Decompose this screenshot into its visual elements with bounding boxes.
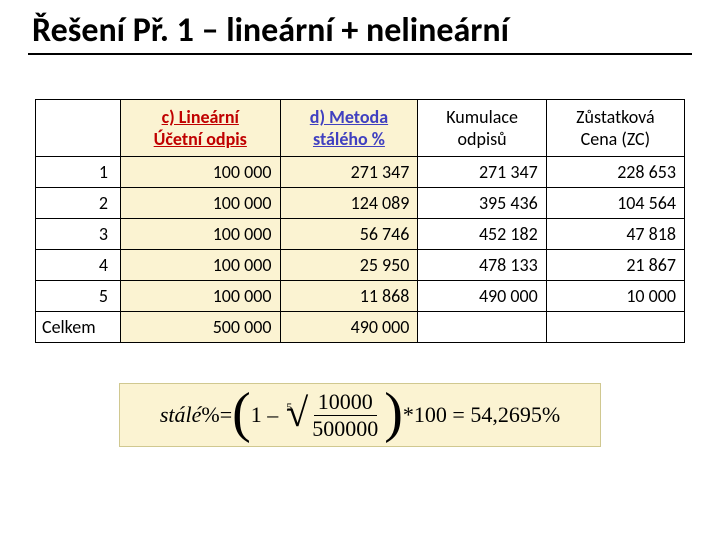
header-blank [36, 100, 121, 157]
page-title: Řešení Př. 1 – lineární + nelineární [28, 10, 692, 51]
header-linear-l2: Účetní odpis [154, 128, 247, 150]
cell-year: 5 [36, 281, 121, 312]
formula-pct2: % [542, 402, 560, 428]
cell-year: 4 [36, 250, 121, 281]
header-cumulation-l1: Kumulace [446, 106, 518, 128]
cell-cumulation: 452 182 [418, 219, 546, 250]
cell-method: 56 746 [280, 219, 418, 250]
formula-box: stálé % = ( 1 – 5 √ 10000 500000 ) *100 … [119, 383, 601, 447]
fraction-num: 10000 [314, 389, 377, 416]
table-body: 1100 000271 347271 347228 6532100 000124… [36, 157, 685, 343]
header-residual: Zůstatková Cena (ZC) [546, 100, 684, 157]
cell-residual: 47 818 [546, 219, 684, 250]
cell-residual: 104 564 [546, 188, 684, 219]
formula-rhs: *100 = 54,2695 [403, 402, 542, 428]
radical-icon: √ [286, 393, 308, 433]
cell-total-cumulation [418, 312, 546, 343]
cell-linear: 100 000 [121, 157, 281, 188]
cell-cumulation: 490 000 [418, 281, 546, 312]
cell-residual: 21 867 [546, 250, 684, 281]
header-cumulation-l2: odpisů [458, 128, 507, 150]
fraction-den: 500000 [308, 416, 382, 442]
table-total-row: Celkem500 000490 000 [36, 312, 685, 343]
cell-total-method: 490 000 [280, 312, 418, 343]
header-linear-l1: c) Lineární [162, 106, 239, 128]
table-header-row: c) Lineární Účetní odpis d) Metoda stálé… [36, 100, 685, 157]
header-method-l2: stálého % [313, 128, 385, 150]
cell-total-residual [546, 312, 684, 343]
paren-right-icon: ) [384, 385, 403, 441]
header-residual-l2: Cena (ZC) [581, 128, 650, 150]
cell-residual: 228 653 [546, 157, 684, 188]
cell-method: 25 950 [280, 250, 418, 281]
root-wrap: 5 √ 10000 500000 [280, 389, 382, 442]
depreciation-table: c) Lineární Účetní odpis d) Metoda stálé… [35, 99, 685, 343]
paren-left-icon: ( [232, 385, 251, 441]
header-method-l1: d) Metoda [310, 106, 388, 128]
header-cumulation: Kumulace odpisů [418, 100, 546, 157]
header-residual-l1: Zůstatková [576, 106, 655, 128]
formula-pct1: % [201, 402, 219, 428]
formula-lhs: stálé [160, 402, 202, 428]
cell-year: 1 [36, 157, 121, 188]
cell-cumulation: 271 347 [418, 157, 546, 188]
cell-method: 271 347 [280, 157, 418, 188]
cell-year: 3 [36, 219, 121, 250]
table-row: 4100 00025 950478 13321 867 [36, 250, 685, 281]
table-row: 3100 00056 746452 18247 818 [36, 219, 685, 250]
cell-cumulation: 478 133 [418, 250, 546, 281]
header-linear: c) Lineární Účetní odpis [121, 100, 281, 157]
cell-total-linear: 500 000 [121, 312, 281, 343]
title-bar: Řešení Př. 1 – lineární + nelineární [28, 10, 692, 55]
formula-one-minus: 1 – [251, 402, 279, 428]
fraction: 10000 500000 [308, 389, 382, 442]
cell-cumulation: 395 436 [418, 188, 546, 219]
cell-method: 124 089 [280, 188, 418, 219]
table-row: 5100 00011 868490 00010 000 [36, 281, 685, 312]
table-row: 2100 000124 089395 436104 564 [36, 188, 685, 219]
cell-method: 11 868 [280, 281, 418, 312]
cell-linear: 100 000 [121, 250, 281, 281]
header-method: d) Metoda stálého % [280, 100, 418, 157]
formula-eq: = [220, 402, 232, 428]
table-row: 1100 000271 347271 347228 653 [36, 157, 685, 188]
cell-linear: 100 000 [121, 281, 281, 312]
cell-linear: 100 000 [121, 188, 281, 219]
cell-residual: 10 000 [546, 281, 684, 312]
cell-total-label: Celkem [36, 312, 121, 343]
cell-linear: 100 000 [121, 219, 281, 250]
cell-year: 2 [36, 188, 121, 219]
